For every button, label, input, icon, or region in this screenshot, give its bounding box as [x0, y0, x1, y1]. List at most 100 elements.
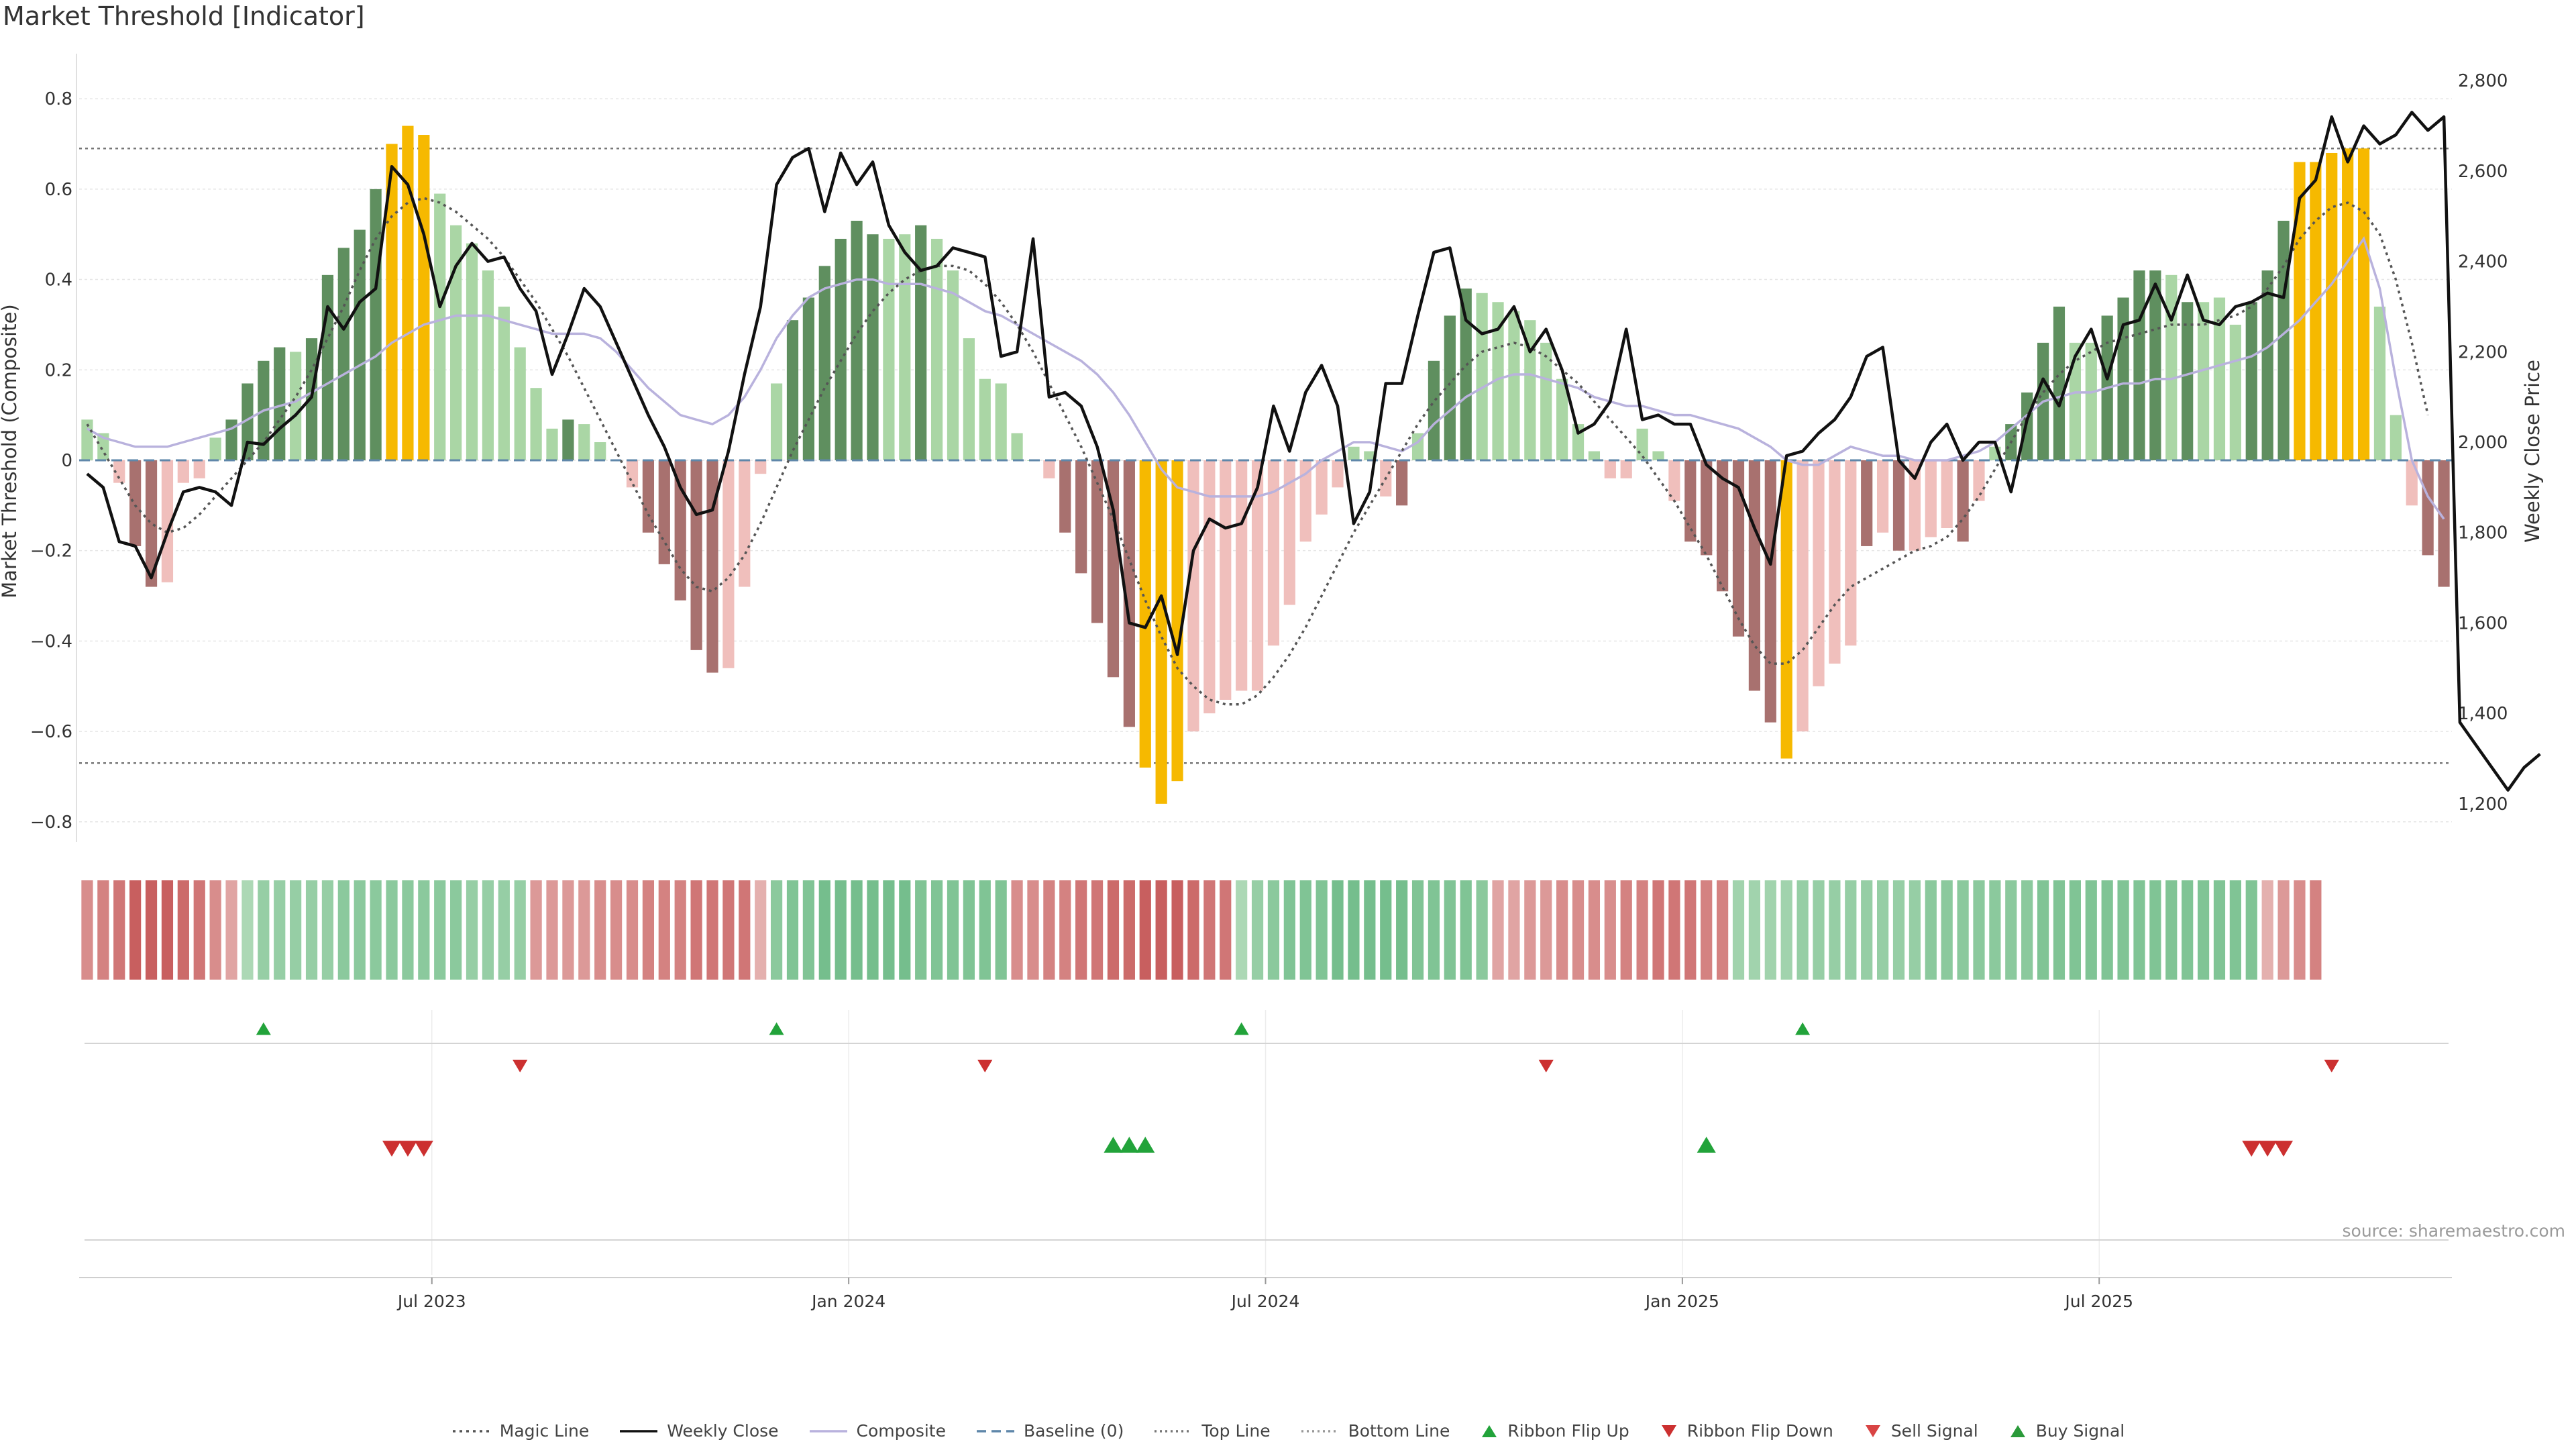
- ribbon-cell: [1171, 880, 1183, 980]
- ribbon-cell: [770, 880, 783, 980]
- y2-tick-label: 1,400: [2458, 704, 2508, 724]
- ribbon-flip-down-marker: [1538, 1059, 1554, 1073]
- ribbon-cell: [498, 880, 510, 980]
- ribbon-cell: [1909, 880, 1921, 980]
- ribbon-cell: [434, 880, 446, 980]
- composite-bar: [2085, 342, 2097, 460]
- composite-bar: [626, 460, 639, 488]
- ribbon-cell: [386, 880, 398, 980]
- ribbon-cell: [2277, 880, 2290, 980]
- buy-signal-marker: [1120, 1137, 1139, 1153]
- composite-bar: [915, 225, 927, 460]
- composite-bar: [1957, 460, 1969, 542]
- ribbon-flip-up-marker: [256, 1022, 271, 1035]
- composite-bar: [722, 460, 735, 668]
- ribbon-cell: [1380, 880, 1392, 980]
- composite-bar: [2149, 270, 2161, 460]
- composite-bar: [1540, 342, 1552, 460]
- composite-bar: [2165, 274, 2178, 460]
- ribbon-cell: [658, 880, 670, 980]
- composite-bar: [739, 460, 751, 587]
- composite-bar: [1925, 460, 1937, 537]
- composite-bar: [1251, 460, 1264, 691]
- ribbon-cell: [97, 880, 109, 980]
- ribbon-cell: [2149, 880, 2161, 980]
- composite-bar: [402, 125, 414, 460]
- x-tick-label: Jul 2024: [1230, 1292, 1300, 1311]
- ribbon-cell: [1556, 880, 1568, 980]
- composite-bar: [1220, 460, 1232, 700]
- ribbon-cell: [1043, 880, 1055, 980]
- composite-bar: [1139, 460, 1151, 768]
- composite-bar: [1428, 360, 1440, 460]
- ribbon-cell: [113, 880, 125, 980]
- ribbon-cell: [690, 880, 702, 980]
- x-tick-label: Jul 2023: [396, 1292, 466, 1311]
- ribbon-cell: [466, 880, 478, 980]
- legend-item: Ribbon Flip Down: [1659, 1421, 1833, 1441]
- ribbon-flip-up-marker: [769, 1022, 784, 1035]
- ribbon-cell: [1476, 880, 1488, 980]
- triangle-up-icon: [2010, 1424, 2025, 1437]
- composite-bar: [2277, 221, 2290, 460]
- ribbon-cell: [177, 880, 189, 980]
- ribbon-cell: [1075, 880, 1087, 980]
- ribbon-cell: [1796, 880, 1809, 980]
- composite-bar: [1011, 433, 1023, 460]
- ribbon-cell: [1236, 880, 1248, 980]
- ribbon-cell: [851, 880, 863, 980]
- legend-label: Top Line: [1201, 1421, 1271, 1441]
- composite-bar: [2326, 152, 2338, 460]
- ribbon-cell: [642, 880, 655, 980]
- ribbon-flip-up-marker: [1795, 1022, 1811, 1035]
- y-tick-label: −0.8: [30, 813, 72, 833]
- composite-bar: [546, 428, 558, 460]
- ribbon-cell: [2182, 880, 2194, 980]
- buy-signal-marker: [1104, 1137, 1123, 1153]
- ribbon-cell: [979, 880, 991, 980]
- composite-bar: [2213, 297, 2226, 460]
- composite-bar: [930, 238, 943, 460]
- ribbon-cell: [1123, 880, 1135, 980]
- ribbon-cell: [963, 880, 975, 980]
- y2-tick-label: 2,400: [2458, 252, 2508, 272]
- composite-bar: [1396, 460, 1408, 506]
- ribbon-cell: [835, 880, 847, 980]
- dotted-line-icon: [1155, 1429, 1193, 1433]
- source-label: source: sharemaestro.com: [2342, 1221, 2566, 1241]
- ribbon-cell: [1652, 880, 1664, 980]
- ribbon-cell: [209, 880, 221, 980]
- composite-bar: [97, 433, 109, 460]
- legend-item: Ribbon Flip Up: [1479, 1421, 1629, 1441]
- ribbon-cell: [802, 880, 814, 980]
- x-tick-label: Jul 2025: [2063, 1292, 2133, 1311]
- ribbon-cell: [241, 880, 254, 980]
- composite-bar: [1332, 460, 1344, 488]
- ribbon-cell: [274, 880, 286, 980]
- composite-bar: [2229, 324, 2241, 460]
- page-title: Market Threshold [Indicator]: [3, 1, 365, 31]
- composite-bar: [2390, 415, 2402, 460]
- composite-bar: [1075, 460, 1087, 574]
- legend-label: Composite: [856, 1421, 946, 1441]
- ribbon-cell: [2085, 880, 2097, 980]
- composite-bar: [386, 144, 398, 460]
- composite-bar: [594, 442, 606, 460]
- ribbon-cell: [1845, 880, 1857, 980]
- composite-bar: [1492, 302, 1504, 460]
- ribbon-cell: [1780, 880, 1792, 980]
- composite-bar: [1652, 451, 1664, 460]
- ribbon-cell: [1059, 880, 1071, 980]
- composite-bar: [690, 460, 702, 650]
- composite-bar: [337, 248, 350, 460]
- ribbon-cell: [1973, 880, 1985, 980]
- composite-bar: [1236, 460, 1248, 691]
- composite-bar: [1508, 311, 1520, 460]
- sell-signal-marker: [2258, 1141, 2277, 1157]
- ribbon-cell: [305, 880, 318, 980]
- composite-bar: [802, 297, 814, 460]
- composite-bar: [2357, 148, 2370, 460]
- composite-bar: [2373, 306, 2386, 460]
- y2-tick-label: 2,200: [2458, 342, 2508, 362]
- composite-bar: [1829, 460, 1841, 664]
